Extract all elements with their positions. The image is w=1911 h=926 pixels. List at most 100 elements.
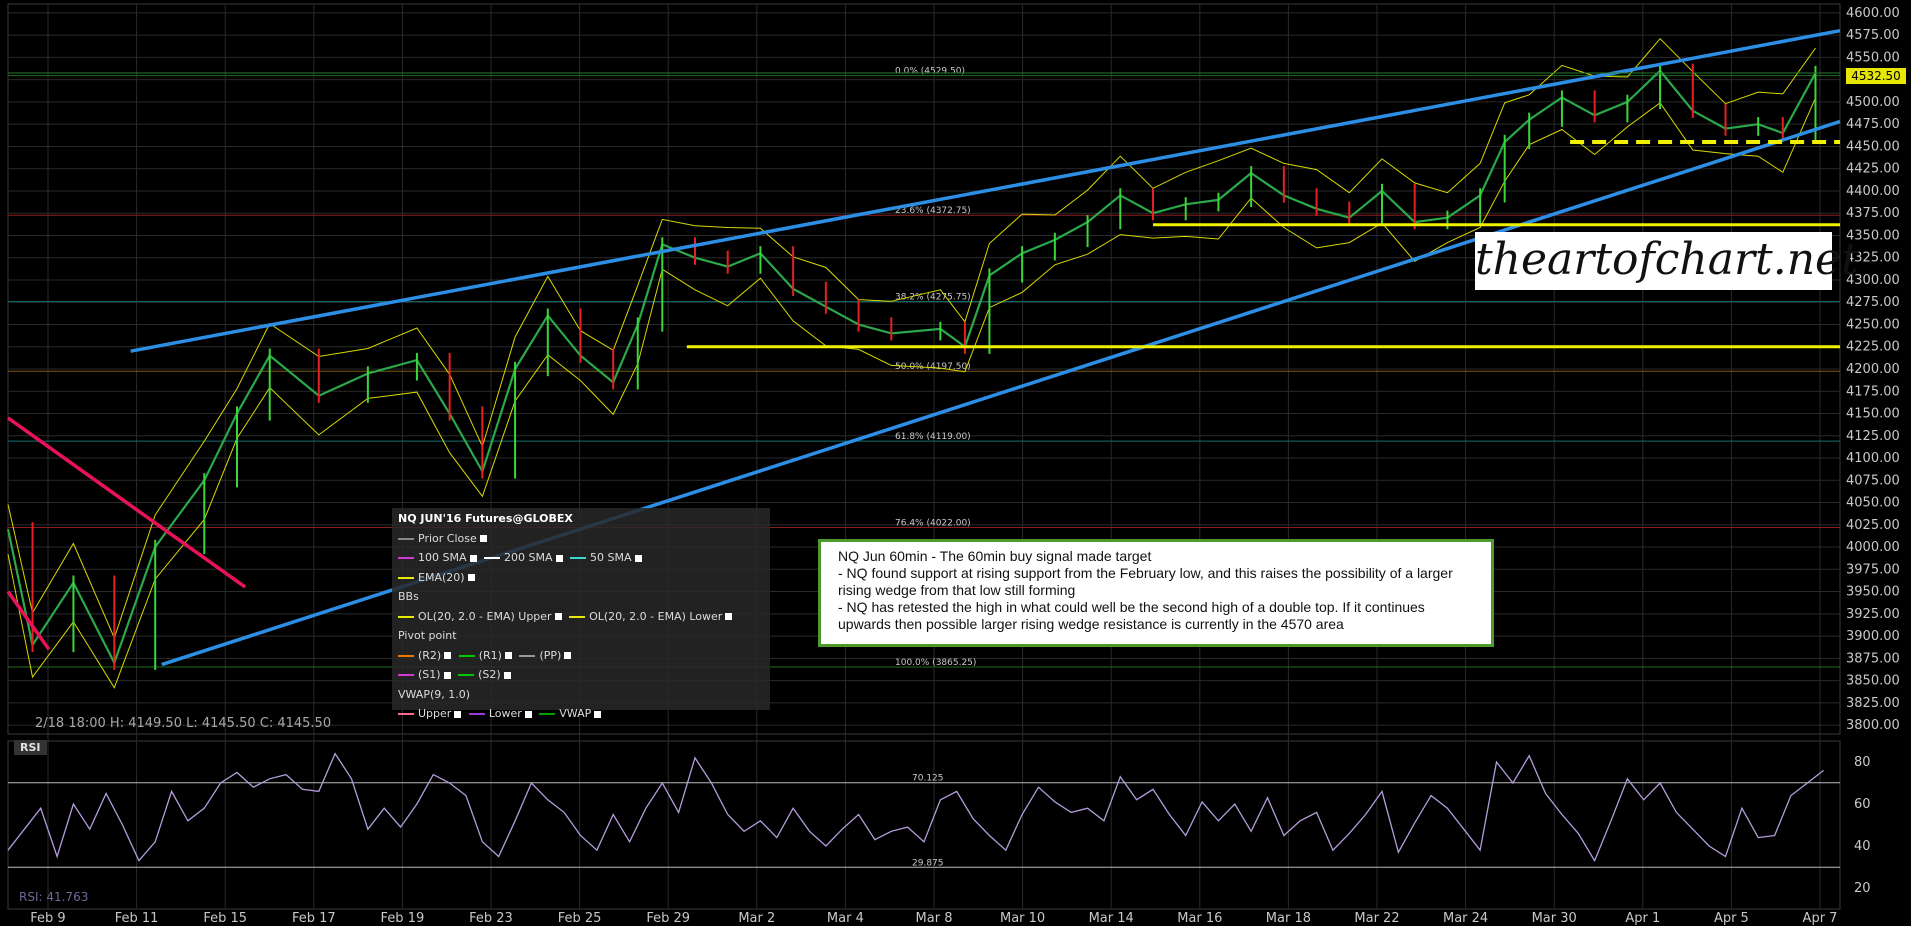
legend-item-sma200: 200 SMA — [504, 551, 553, 564]
x-tick-label: Feb 25 — [558, 911, 602, 926]
x-tick-label: Apr 7 — [1803, 911, 1838, 926]
y-tick-label: 3950.00 — [1846, 585, 1900, 600]
checkbox-icon[interactable] — [634, 554, 642, 562]
watermark: theartofchart.net — [1475, 232, 1859, 290]
y-tick-label: 4025.00 — [1846, 518, 1900, 533]
s1-swatch — [398, 674, 414, 676]
bb-lower-swatch — [569, 615, 586, 618]
checkbox-icon[interactable] — [725, 613, 733, 620]
y-tick-label: 4250.00 — [1846, 317, 1900, 332]
legend-item-vwap-upper: Upper — [418, 707, 452, 720]
fib-level-label: 38.2% (4275.75) — [895, 293, 971, 303]
y-tick-label: 4575.00 — [1846, 28, 1900, 43]
x-tick-label: Feb 17 — [292, 911, 336, 926]
checkbox-icon[interactable] — [479, 535, 487, 542]
x-tick-label: Feb 23 — [469, 911, 513, 926]
rsi-pane — [7, 740, 1841, 910]
x-tick-label: Feb 29 — [646, 911, 690, 926]
x-tick-label: Feb 15 — [203, 911, 247, 926]
x-tick-label: Mar 14 — [1089, 911, 1134, 926]
y-tick-label: 4275.00 — [1846, 295, 1900, 310]
fib-level-label: 100.0% (3865.25) — [895, 658, 976, 668]
r1-swatch — [458, 654, 475, 657]
checkbox-icon[interactable] — [564, 652, 572, 659]
rsi-tick-label: 20 — [1854, 881, 1871, 896]
vwap-upper-swatch — [398, 713, 414, 715]
y-tick-label: 3900.00 — [1846, 629, 1900, 644]
checkbox-icon[interactable] — [594, 710, 602, 718]
legend-item-sma50: 50 SMA — [590, 551, 632, 564]
y-tick-label: 4125.00 — [1846, 429, 1900, 444]
checkbox-icon[interactable] — [444, 652, 452, 659]
bollinger-upper-band — [7, 37, 1816, 640]
x-tick-label: Feb 19 — [381, 911, 425, 926]
y-tick-label: 4475.00 — [1846, 117, 1900, 132]
rsi-level-label: 70.125 — [912, 774, 944, 784]
legend-item-bbs: BBs — [398, 590, 419, 603]
checkbox-icon[interactable] — [454, 710, 462, 718]
fib-level-label: 0.0% (4529.50) — [895, 67, 965, 77]
note-line: NQ Jun 60min - The 60min buy signal made… — [838, 548, 1152, 564]
rsi-tick-label: 80 — [1854, 755, 1871, 770]
indicator-legend: NQ JUN'16 Futures@GLOBEX Prior Close 100… — [392, 508, 770, 720]
y-tick-label: 4000.00 — [1846, 540, 1900, 555]
checkbox-icon[interactable] — [504, 652, 512, 659]
note-line: - NQ found support at rising support fro… — [838, 565, 1453, 598]
y-tick-label: 4375.00 — [1846, 206, 1900, 221]
rsi-line — [7, 752, 1824, 863]
legend-item-bb-upper: OL(20, 2.0 - EMA) Upper — [418, 609, 552, 623]
last-price-tag: 4532.50 — [1846, 68, 1906, 84]
x-tick-label: Mar 18 — [1266, 911, 1311, 926]
vwap-swatch — [539, 713, 556, 715]
y-tick-label: 4450.00 — [1846, 139, 1900, 154]
y-tick-label: 3875.00 — [1846, 651, 1900, 666]
y-tick-label: 4600.00 — [1846, 6, 1900, 21]
y-tick-label: 4300.00 — [1846, 273, 1900, 288]
y-tick-label: 4050.00 — [1846, 496, 1900, 511]
legend-item-sma100: 100 SMA — [418, 551, 467, 564]
sma200-swatch — [484, 557, 500, 559]
x-tick-label: Mar 10 — [1000, 911, 1045, 926]
note-line: - NQ has retested the high in what could… — [838, 599, 1425, 632]
checkbox-icon[interactable] — [443, 671, 451, 679]
y-tick-label: 4075.00 — [1846, 473, 1900, 488]
sma50-swatch — [570, 557, 586, 559]
rsi-label: RSI — [14, 740, 47, 755]
x-tick-label: Mar 4 — [827, 911, 864, 926]
checkbox-icon[interactable] — [469, 554, 477, 562]
legend-item-ema: EMA(20) — [418, 570, 465, 584]
checkbox-icon[interactable] — [467, 574, 475, 581]
trendline-downtrend — [6, 416, 247, 589]
x-tick-label: Mar 2 — [738, 911, 775, 926]
legend-item-s1: (S1) — [418, 668, 441, 681]
legend-item-pp: (PP) — [539, 648, 562, 662]
x-tick-label: Feb 9 — [30, 911, 65, 926]
legend-item-vwap-lower: Lower — [488, 707, 522, 720]
y-tick-label: 3975.00 — [1846, 562, 1900, 577]
y-tick-label: 4425.00 — [1846, 162, 1900, 177]
y-tick-label: 4150.00 — [1846, 407, 1900, 422]
bb-upper-swatch — [398, 615, 414, 618]
legend-item-r1: (R1) — [478, 648, 502, 662]
checkbox-icon[interactable] — [554, 613, 562, 620]
legend-item-pivot: Pivot point — [398, 629, 457, 642]
fib-level-label: 76.4% (4022.00) — [895, 518, 971, 528]
legend-item-vwap-group: VWAP(9, 1.0) — [398, 687, 471, 701]
legend-item-vwap: VWAP — [559, 707, 592, 720]
x-tick-label: Mar 22 — [1354, 911, 1399, 926]
checkbox-icon[interactable] — [503, 671, 511, 679]
checkbox-icon[interactable] — [524, 710, 532, 718]
legend-item-s2: (S2) — [478, 668, 501, 681]
ohlc-readout: 2/18 18:00 H: 4149.50 L: 4145.50 C: 4145… — [35, 716, 332, 731]
analysis-note: NQ Jun 60min - The 60min buy signal made… — [818, 539, 1494, 647]
x-tick-label: Mar 24 — [1443, 911, 1488, 926]
x-tick-label: Mar 30 — [1532, 911, 1577, 926]
y-tick-label: 4500.00 — [1846, 95, 1900, 110]
legend-item-bb-lower: OL(20, 2.0 - EMA) Lower — [589, 609, 723, 623]
r2-swatch — [398, 654, 414, 657]
rsi-tick-label: 40 — [1854, 839, 1871, 854]
checkbox-icon[interactable] — [555, 554, 563, 562]
y-tick-label: 3825.00 — [1846, 696, 1900, 711]
ema-swatch — [398, 576, 414, 579]
